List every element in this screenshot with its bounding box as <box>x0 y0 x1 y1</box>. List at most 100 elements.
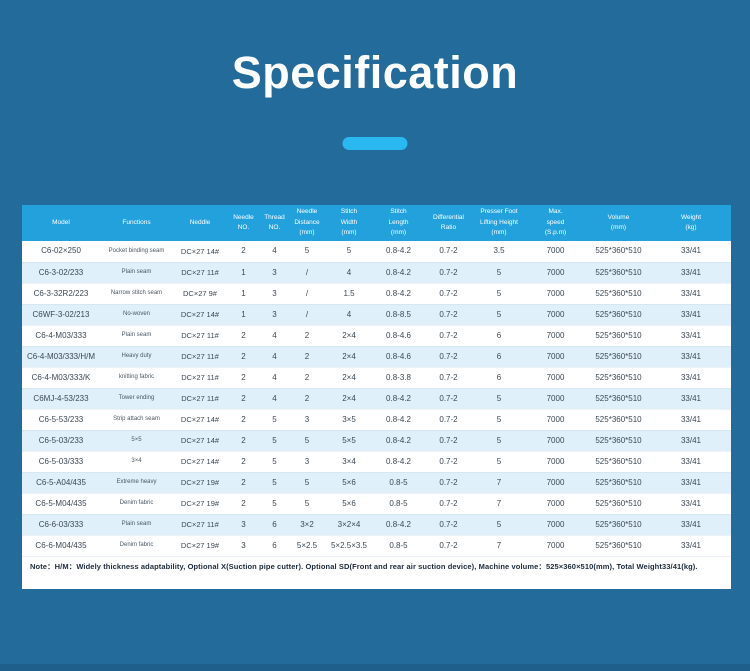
cell: 0.7-2 <box>439 498 458 508</box>
cell: DC×27 14# <box>180 414 220 424</box>
cell: 0.8-4.2 <box>386 456 411 466</box>
cell: 5×6 <box>342 477 356 487</box>
cell: DC×27 11# <box>181 393 219 403</box>
cell: 7000 <box>546 372 565 382</box>
cell: C6-3-02/233 <box>38 267 84 277</box>
cell: DC×27 19# <box>180 498 220 508</box>
cell: DC×27 11# <box>181 372 219 382</box>
column-header: Model <box>22 205 100 241</box>
cell: 7 <box>496 477 502 487</box>
cell: 2 <box>241 456 246 466</box>
column-header: Differential Ratio <box>424 205 473 241</box>
cell: 7000 <box>546 309 565 319</box>
cell: 5 <box>496 414 502 424</box>
cell: 0.7-2 <box>439 372 458 382</box>
table-row: C6-5-03/233 5×5 DC×27 14# 2 5 5 5×5 0.8-4.2 0.7-… <box>22 430 731 451</box>
cell: C6-4-M03/333/H/M <box>26 351 96 361</box>
cell: 3 <box>241 540 246 550</box>
title-underline-accent <box>342 137 408 150</box>
cell: 5 <box>304 435 310 445</box>
cell: 4 <box>272 246 277 256</box>
cell: 3×4 <box>131 457 142 464</box>
cell: 2 <box>241 393 246 403</box>
cell: 0.8-3.8 <box>386 372 411 382</box>
cell: 3 <box>272 309 277 319</box>
cell: DC×27 9# <box>183 288 217 298</box>
cell: 525*360*510 <box>595 498 642 508</box>
specification-table: Model Functions Neddle Needle NO. Thread NO.… <box>22 205 731 557</box>
cell: Strip attach seam <box>113 415 160 422</box>
cell: 7000 <box>546 519 565 529</box>
cell: 4 <box>272 351 277 361</box>
cell: 0.8-8.5 <box>386 309 411 319</box>
cell: Plain seam <box>121 331 152 338</box>
cell: 525*360*510 <box>595 351 642 361</box>
cell: 0.8-4.6 <box>386 330 411 340</box>
table-header: Model Functions Neddle Needle NO. Thread NO.… <box>22 205 731 241</box>
cell: 5 <box>272 498 277 508</box>
cell: 0.7-2 <box>439 414 458 424</box>
cell: 3 <box>272 288 277 298</box>
cell: DC×27 11# <box>181 267 219 277</box>
column-header: Presser Foot Lifting Height (mm) <box>473 205 525 241</box>
cell: 2×4 <box>342 351 356 361</box>
cell: C6-5-03/233 <box>38 435 84 445</box>
cell: 4 <box>272 330 277 340</box>
cell: 2 <box>241 351 246 361</box>
cell: DC×27 19# <box>180 477 220 487</box>
cell: 4 <box>272 372 277 382</box>
cell: 7000 <box>546 477 565 487</box>
table-row: C6-02×250 Pocket binding seam DC×27 14# 2 4 5… <box>22 241 731 262</box>
cell: 33/41 <box>680 372 702 382</box>
cell: 0.7-2 <box>439 246 458 256</box>
cell: 1 <box>241 309 246 319</box>
column-header: Functions <box>100 205 173 241</box>
spec-card: Model Functions Neddle Needle NO. Thread NO.… <box>22 205 731 589</box>
cell: 1 <box>241 288 246 298</box>
table-row: C6MJ-4-53/233 Tower ending DC×27 11# 2 4 2 2×4… <box>22 388 731 409</box>
cell: 5 <box>496 456 502 466</box>
cell: / <box>305 309 309 319</box>
cell: 0.7-2 <box>439 351 458 361</box>
cell: 2 <box>304 393 310 403</box>
cell: 33/41 <box>680 393 702 403</box>
cell: 5×6 <box>342 498 356 508</box>
cell: 2 <box>304 372 310 382</box>
cell: C6WF-3-02/213 <box>32 309 90 319</box>
cell: knitting fabric <box>118 373 155 380</box>
cell: 525*360*510 <box>595 540 642 550</box>
cell: C6-02×250 <box>41 246 81 256</box>
header-row: Model Functions Neddle Needle NO. Thread NO.… <box>22 205 731 241</box>
table-body: C6-02×250 Pocket binding seam DC×27 14# 2 4 5… <box>22 241 731 556</box>
cell: 7000 <box>546 498 565 508</box>
cell: 3.5 <box>493 246 505 256</box>
cell: 7000 <box>546 330 565 340</box>
cell: 0.7-2 <box>439 393 458 403</box>
cell: 33/41 <box>680 519 702 529</box>
cell: C6-6-03/333 <box>38 519 84 529</box>
cell: 7 <box>496 540 502 550</box>
cell: 2 <box>241 435 246 445</box>
cell: Heavy duty <box>121 352 152 359</box>
cell: 5 <box>496 288 502 298</box>
column-header: Weight (kg) <box>651 205 731 241</box>
cell: 5 <box>346 246 352 256</box>
cell: 0.8-4.2 <box>386 267 411 277</box>
cell: 5 <box>496 393 502 403</box>
cell: 5 <box>304 498 310 508</box>
table-row: C6WF-3-02/213 No-woven DC×27 14# 1 3 / 4 0.8-8.… <box>22 304 731 325</box>
cell: 0.8-5 <box>389 498 408 508</box>
cell: 525*360*510 <box>595 288 642 298</box>
cell: DC×27 11# <box>181 351 219 361</box>
cell: 0.7-2 <box>439 540 458 550</box>
cell: C6-6-M04/435 <box>35 540 87 550</box>
cell: DC×27 14# <box>180 435 220 445</box>
table-row: C6-3-32R2/223 Narrow stitch seam DC×27 9# 1… <box>22 283 731 304</box>
cell: 2 <box>304 351 310 361</box>
cell: 7000 <box>546 267 565 277</box>
cell: 2×4 <box>342 330 356 340</box>
cell: Pocket binding seam <box>108 247 165 254</box>
cell: C6-4-M03/333/K <box>31 372 91 382</box>
cell: 0.7-2 <box>439 267 458 277</box>
cell: 525*360*510 <box>595 414 642 424</box>
